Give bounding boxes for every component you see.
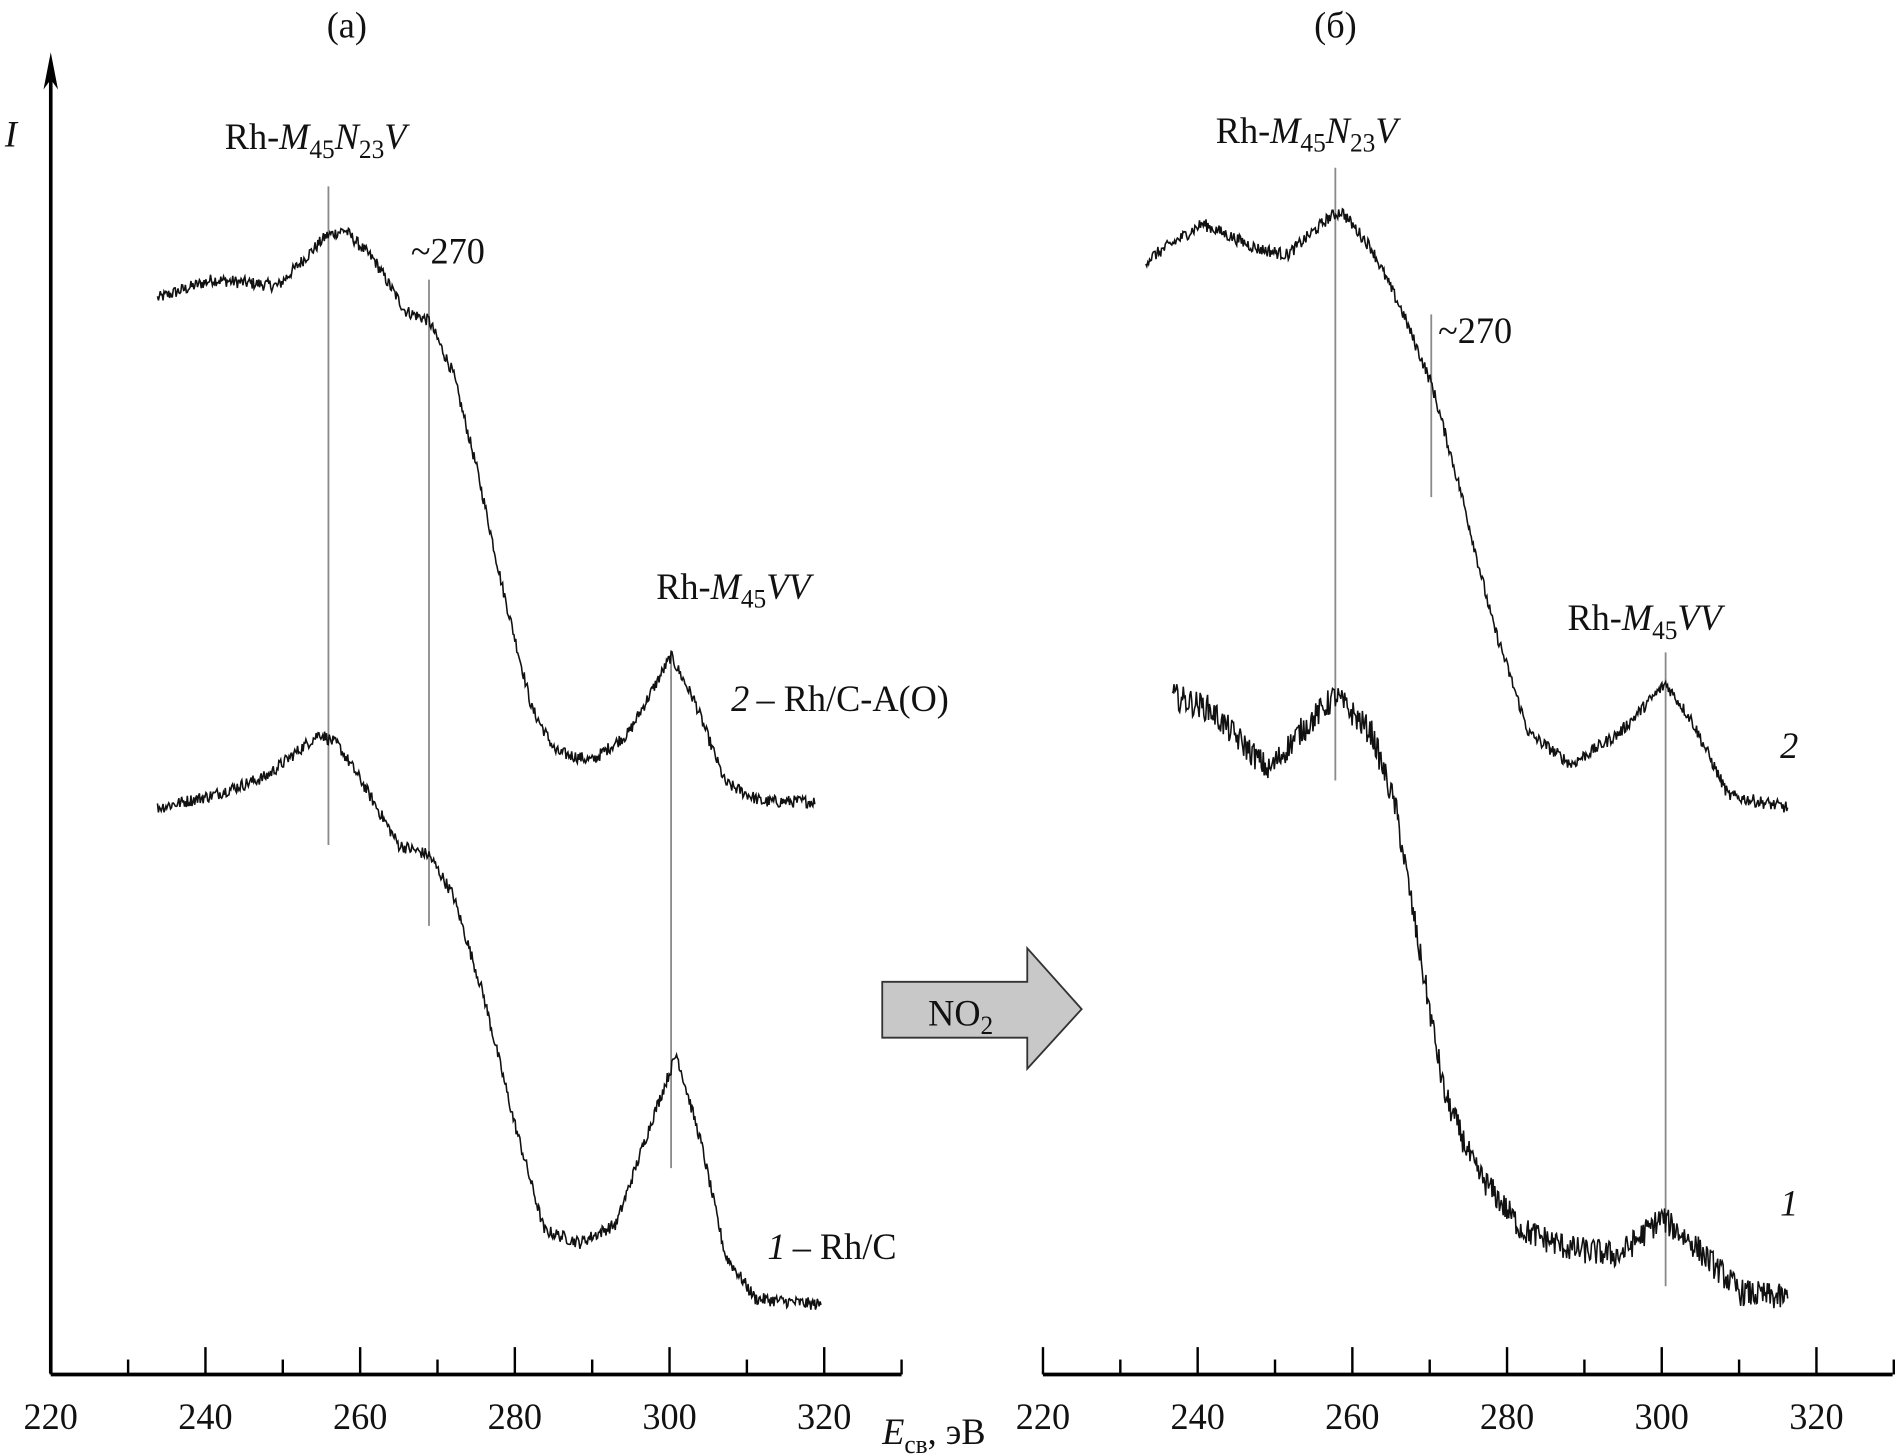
peak2-label-b: Rh-M45VV: [1567, 597, 1725, 645]
spectrum-curve-2: [156, 226, 816, 809]
x-tick-label: 260: [333, 1396, 387, 1438]
x-tick-label: 240: [1170, 1396, 1224, 1438]
spectrum-curve-1: [156, 731, 822, 1310]
x-tick-label: 220: [24, 1396, 78, 1438]
x-tick-label: 300: [642, 1396, 696, 1438]
x-axis-label: Eсв, эВ: [881, 1411, 985, 1454]
axes: [43, 52, 1893, 1377]
x-tick-label: 240: [178, 1396, 232, 1438]
shoulder-label-b: ~270: [1438, 310, 1512, 352]
series-label-b2: 2: [1780, 725, 1798, 767]
x-tick-label: 280: [1480, 1396, 1534, 1438]
x-tick-label: 260: [1325, 1396, 1379, 1438]
x-tick-label: 280: [488, 1396, 542, 1438]
peak1-label-b: Rh-M45N23V: [1216, 109, 1401, 157]
series-label-a2: 2– Rh/C-A(O): [731, 677, 949, 719]
panel-label-b: (б): [1314, 4, 1357, 46]
x-tick-label: 220: [1016, 1396, 1070, 1438]
arrow-right-icon: [881, 945, 1083, 1072]
series-label-b1: 1: [1780, 1182, 1798, 1224]
peak1-label-a: Rh-M45N23V: [225, 116, 410, 164]
x-tick-label: 300: [1635, 1396, 1689, 1438]
spectrum-curve-2: [1145, 207, 1789, 813]
spectrum-curve-1: [1171, 684, 1789, 1309]
arrow-label: NO2: [928, 992, 993, 1040]
peak2-label-a: Rh-M45VV: [656, 566, 814, 614]
y-axis-arrow-icon: [43, 52, 59, 90]
y-axis-label: I: [4, 113, 19, 155]
panel-label-a: (a): [327, 4, 367, 46]
shoulder-label-a: ~270: [411, 230, 485, 272]
x-tick-label: 320: [797, 1396, 851, 1438]
series-label-a1: 1– Rh/C: [767, 1225, 896, 1267]
x-tick-label: 320: [1789, 1396, 1843, 1438]
